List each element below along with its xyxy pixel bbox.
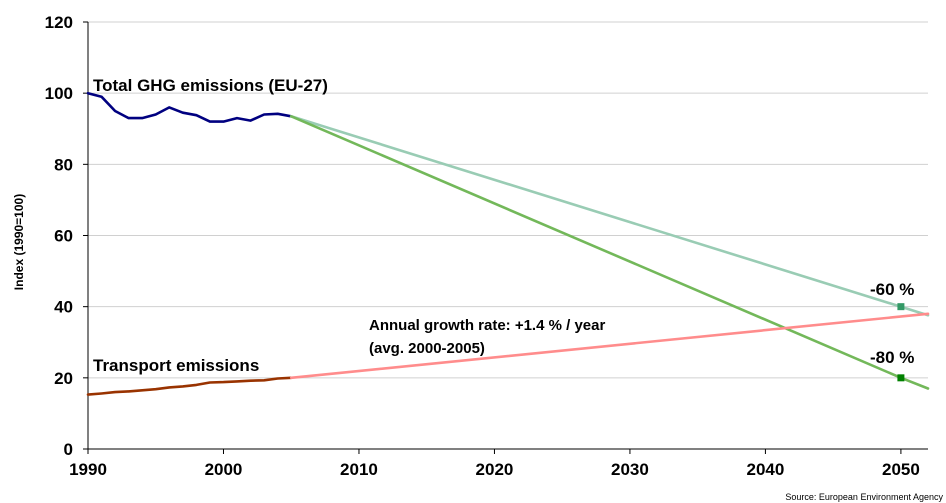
x-tick-label: 2040 xyxy=(747,460,785,479)
total-ghg-label: Total GHG emissions (EU-27) xyxy=(93,76,328,95)
target-markers xyxy=(897,303,905,382)
grid-lines xyxy=(88,21,928,379)
x-tick-label: 2030 xyxy=(611,460,649,479)
growth-period-label: (avg. 2000-2005) xyxy=(369,340,485,357)
target-marker-1 xyxy=(897,374,905,382)
x-tick-label: 2010 xyxy=(340,460,378,479)
series-line-4 xyxy=(289,312,930,380)
x-tick-label: 2000 xyxy=(205,460,243,479)
y-tick-label: 120 xyxy=(45,13,73,32)
target-80-label: -80 % xyxy=(870,348,914,367)
series-lines xyxy=(86,91,930,396)
transport-label: Transport emissions xyxy=(93,356,259,375)
growth-rate-label: Annual growth rate: +1.4 % / year xyxy=(369,317,605,334)
y-tick-label: 100 xyxy=(45,84,73,103)
y-tick-label: 60 xyxy=(54,227,73,246)
series-line-0 xyxy=(86,91,293,123)
x-tick-labels: 1990 2000 2010 2020 2030 2040 2050 xyxy=(69,460,920,479)
source-note: Source: European Environment Agency xyxy=(785,492,943,502)
series-line-1 xyxy=(289,115,930,317)
y-tick-label: 0 xyxy=(64,440,73,459)
target-60-label: -60 % xyxy=(870,280,914,299)
x-tick-label: 1990 xyxy=(69,460,107,479)
target-marker-0 xyxy=(897,303,905,311)
x-tick-label: 2020 xyxy=(476,460,514,479)
y-tick-labels: 0 20 40 60 80 100 120 xyxy=(45,13,73,459)
y-axis-label: Index (1990=100) xyxy=(12,194,26,290)
y-tick-label: 20 xyxy=(54,369,73,388)
y-tick-label: 40 xyxy=(54,298,73,317)
x-tick-label: 2050 xyxy=(882,460,920,479)
y-tick-label: 80 xyxy=(54,155,73,174)
series-line-3 xyxy=(86,376,293,396)
